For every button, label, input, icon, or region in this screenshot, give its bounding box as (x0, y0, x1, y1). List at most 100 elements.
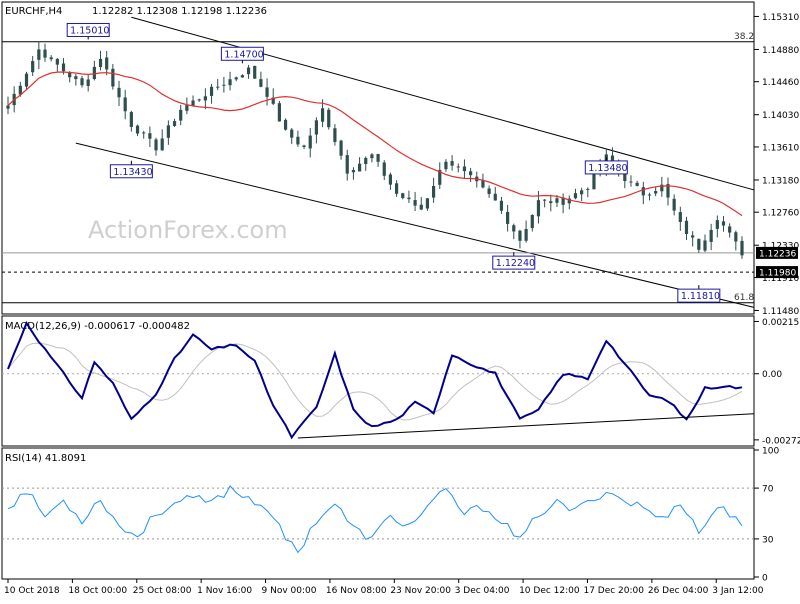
candle-body (728, 226, 732, 233)
price-axis-label: 1.11480 (762, 307, 799, 317)
candle-body (425, 198, 430, 209)
rsi-layer (2, 485, 754, 554)
candle-body (456, 166, 460, 168)
rsi-axis-label: 0 (762, 574, 768, 584)
candle-body (580, 190, 584, 195)
macd-pane-frame (1, 315, 755, 447)
candle-body (493, 193, 497, 201)
price-axis: 1.15310 1.14880 1.14460 1.14030 1.13610 1.131… (754, 13, 799, 317)
candle-body (179, 109, 183, 121)
channel-line (131, 16, 755, 191)
candle-body (111, 68, 115, 87)
price-axis-label: 1.14030 (762, 111, 799, 121)
candle-body (481, 180, 485, 188)
candle-body (222, 84, 226, 86)
time-axis-label: 17 Dec 20:00 (583, 586, 644, 596)
candle-body (290, 129, 294, 138)
macd-signal-line (7, 342, 743, 421)
candle-body (357, 163, 362, 172)
candle-body (678, 212, 682, 222)
candle-body (438, 170, 442, 185)
candle-body (240, 75, 244, 78)
candle-body (135, 125, 140, 134)
candle-body (320, 108, 325, 122)
candle-body (549, 201, 553, 204)
time-axis-label: 16 Nov 08:00 (326, 586, 387, 596)
rsi-axis-label: 30 (762, 535, 774, 545)
macd-axis: 0.002157 0.00 -0.002729 (754, 318, 800, 446)
candle-body (499, 200, 504, 211)
time-axis-label: 10 Dec 12:00 (519, 586, 580, 596)
time-axis-label: 25 Oct 08:00 (133, 586, 192, 596)
candle-body (709, 229, 713, 242)
time-axis-label: 26 Dec 04:00 (648, 586, 709, 596)
time-axis-label: 10 Oct 2018 (4, 586, 60, 596)
candle-body (166, 125, 170, 138)
candle-body (209, 86, 214, 96)
candle-body (55, 58, 59, 65)
candle-body (18, 85, 22, 95)
candle-body (672, 198, 676, 211)
candle-body (191, 100, 195, 106)
candle-body (641, 187, 645, 196)
price-axis-label: 1.13180 (762, 176, 799, 186)
price-axis-label: 1.11910 (762, 274, 799, 284)
candle-body (407, 197, 411, 200)
candle-body (351, 170, 356, 173)
annotation-label: 1.13480 (588, 163, 627, 174)
rsi-axis-label: 100 (762, 447, 779, 457)
candle-body (296, 136, 300, 145)
rsi-axis: 100 70 30 0 (754, 447, 779, 584)
candle-body (691, 235, 695, 238)
channel-line (75, 142, 755, 308)
candle-body (123, 97, 127, 112)
candle-body (431, 186, 436, 198)
candle-body (265, 87, 269, 97)
price-axis-label: 1.14880 (762, 46, 799, 56)
candle-body (271, 97, 275, 104)
candle-body (697, 238, 701, 250)
candle-body (92, 66, 96, 79)
annotation-box (584, 160, 628, 175)
candle-body (148, 133, 152, 139)
candle-body (536, 200, 541, 217)
candle-body (734, 232, 738, 242)
candle-body (647, 194, 652, 196)
candle-body (654, 191, 658, 194)
candle-body (203, 96, 207, 101)
price-axis-label: 1.12760 (762, 209, 799, 219)
candle-body (660, 184, 664, 192)
candle-body (721, 221, 726, 226)
candle-body (234, 77, 238, 80)
moving-average-line (7, 71, 743, 217)
annotation-box (677, 288, 721, 303)
candle-body (80, 78, 84, 86)
candle-body (376, 154, 380, 162)
annotation-label: 1.15010 (70, 25, 109, 36)
candle-body (469, 171, 473, 176)
candle-body (512, 225, 516, 232)
candle-body (253, 66, 257, 79)
candle-body (740, 240, 744, 256)
candle-body (450, 161, 454, 166)
rsi-line (7, 485, 743, 554)
candle-body (623, 170, 627, 182)
macd-axis-label: 0.002157 (762, 318, 800, 328)
time-axis-label: 3 Dec 04:00 (455, 586, 510, 596)
candle-body (117, 87, 121, 98)
candle-body (530, 214, 534, 229)
candle-body (635, 182, 639, 186)
time-axis-label: 18 Oct 00:00 (68, 586, 127, 596)
annotation-box (492, 255, 536, 270)
candle-body (573, 193, 578, 199)
candle-body (37, 49, 41, 60)
rsi-title: RSI(14) 41.8091 (5, 453, 86, 464)
candle-body (567, 198, 571, 204)
candle-body (444, 161, 448, 170)
candle-body (154, 139, 158, 151)
price-tag (756, 266, 798, 279)
macd-line (7, 320, 743, 440)
candle-body (487, 188, 491, 194)
time-axis: 10 Oct 2018 18 Oct 00:00 25 Oct 08:00 1 Nov… (4, 579, 764, 596)
